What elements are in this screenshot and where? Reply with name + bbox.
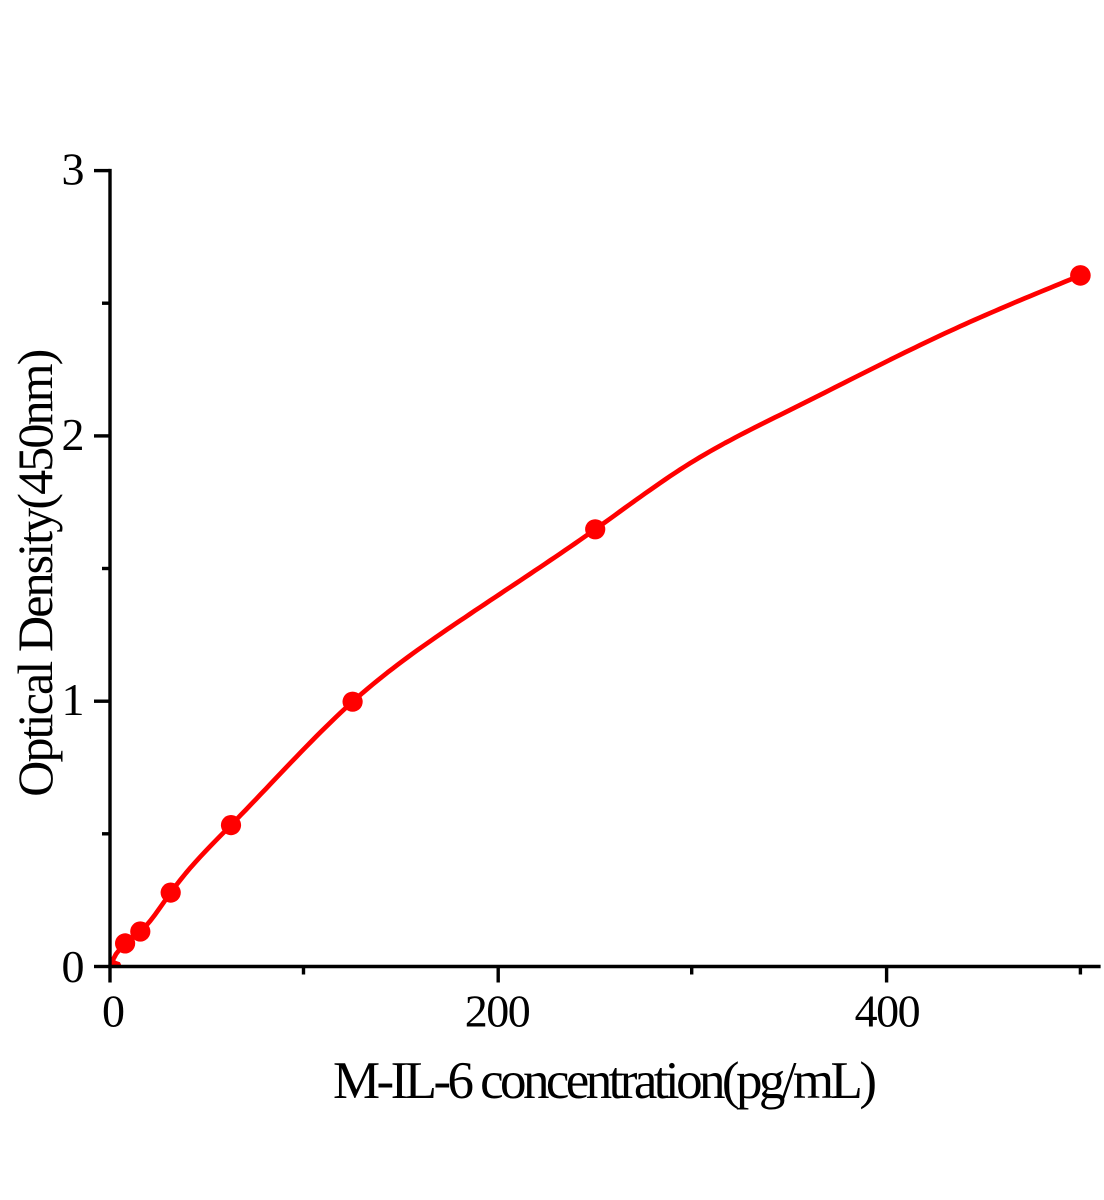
svg-text:M-IL-6 concentration(pg/mL): M-IL-6 concentration(pg/mL) [333,1052,877,1110]
svg-text:3: 3 [62,144,85,195]
svg-text:2: 2 [62,409,85,460]
svg-text:200: 200 [465,986,531,1037]
svg-text:0: 0 [102,986,125,1037]
svg-text:Optical Density(450nm): Optical Density(450nm) [7,349,63,797]
svg-text:1: 1 [62,674,85,725]
svg-text:0: 0 [62,941,85,992]
svg-text:400: 400 [855,986,921,1037]
